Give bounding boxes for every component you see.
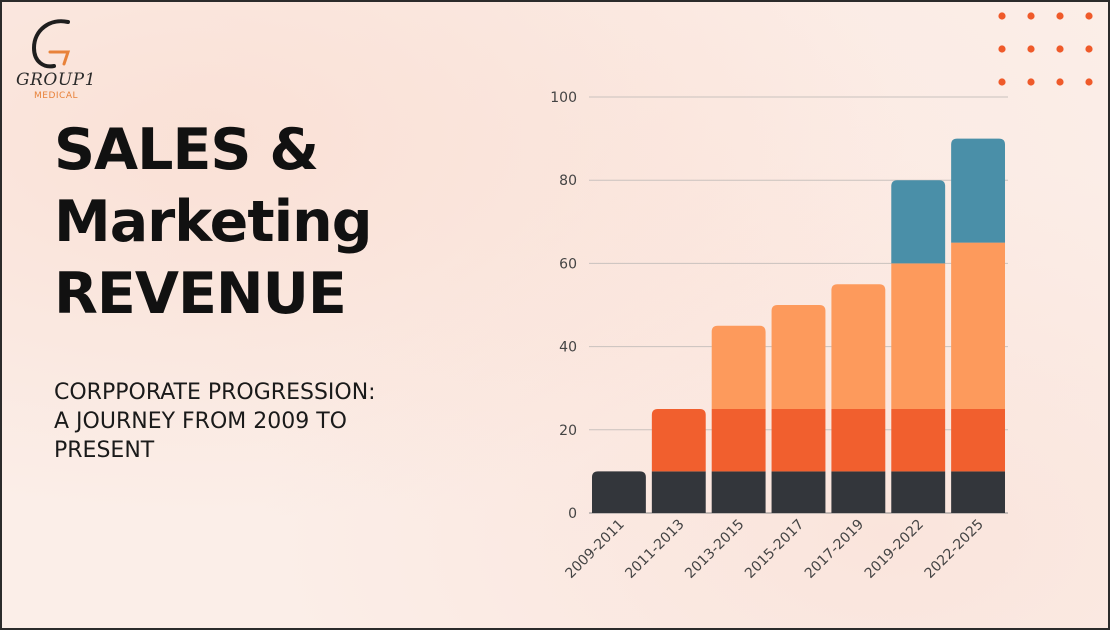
x-tick-label: 2015-2017: [742, 517, 807, 582]
logo-wordmark: GROUP1: [16, 70, 96, 90]
decorative-dot: [998, 12, 1006, 20]
bar-segment: [891, 471, 946, 513]
bar-segment: [891, 409, 946, 472]
bar-segment: [711, 325, 766, 409]
decorative-dot: [1027, 45, 1035, 53]
x-tick-label: 2019-2022: [862, 517, 927, 582]
logo-subtext: MEDICAL: [34, 91, 78, 101]
decorative-dot: [1056, 12, 1064, 20]
y-tick-label: 60: [559, 256, 577, 272]
title-line-2: Marketing: [54, 189, 372, 255]
bar-segment: [651, 409, 706, 472]
bar-segment: [831, 409, 886, 472]
bar-segment: [951, 242, 1006, 409]
y-tick-label: 0: [568, 506, 577, 522]
subtitle-line-3: PRESENT: [54, 438, 155, 463]
bar-segment: [771, 471, 826, 513]
x-tick-label: 2013-2015: [682, 517, 747, 582]
subtitle-line-1: CORPPORATE PROGRESSION:: [54, 380, 376, 405]
subtitle: CORPPORATE PROGRESSION: A JOURNEY FROM 2…: [54, 378, 376, 465]
bar-segment: [771, 409, 826, 472]
title-line-3: REVENUE: [54, 261, 347, 327]
subtitle-line-2: A JOURNEY FROM 2009 TO: [54, 409, 347, 434]
bar-segment: [951, 471, 1006, 513]
decorative-dot: [1027, 12, 1035, 20]
bar-segment: [711, 471, 766, 513]
page-title: SALES & Marketing REVENUE: [54, 114, 372, 330]
decorative-dot: [1085, 45, 1093, 53]
decorative-dot: [998, 45, 1006, 53]
decorative-dot: [1056, 45, 1064, 53]
y-tick-label: 100: [550, 90, 577, 106]
bar-segment: [951, 138, 1006, 243]
decorative-dot: [1085, 12, 1093, 20]
bar-segment: [711, 409, 766, 472]
bar-segment: [831, 471, 886, 513]
stacked-bar-chart: 0204060801002009-20112011-20132013-20152…: [550, 90, 1008, 582]
title-line-1: SALES &: [54, 117, 319, 183]
bar-segment: [891, 180, 946, 264]
y-tick-label: 40: [559, 340, 577, 356]
x-tick-label: 2011-2013: [622, 517, 687, 582]
x-tick-label: 2022-2025: [922, 517, 987, 582]
bar-segment: [951, 409, 1006, 472]
g-swoosh-logo-icon: [31, 19, 71, 69]
bar-segment: [591, 471, 646, 513]
bar-segment: [831, 284, 886, 409]
x-tick-label: 2009-2011: [562, 517, 627, 582]
bar-segment: [771, 305, 826, 409]
y-tick-label: 80: [559, 173, 577, 189]
decorative-dot-grid: [998, 12, 1093, 86]
bar-segment: [651, 471, 706, 513]
bar-segment: [891, 263, 946, 409]
decorative-dot: [998, 78, 1006, 86]
decorative-dot: [1085, 78, 1093, 86]
decorative-dot: [1056, 78, 1064, 86]
y-tick-label: 20: [559, 423, 577, 439]
decorative-dot: [1027, 78, 1035, 86]
x-tick-label: 2017-2019: [802, 517, 867, 582]
